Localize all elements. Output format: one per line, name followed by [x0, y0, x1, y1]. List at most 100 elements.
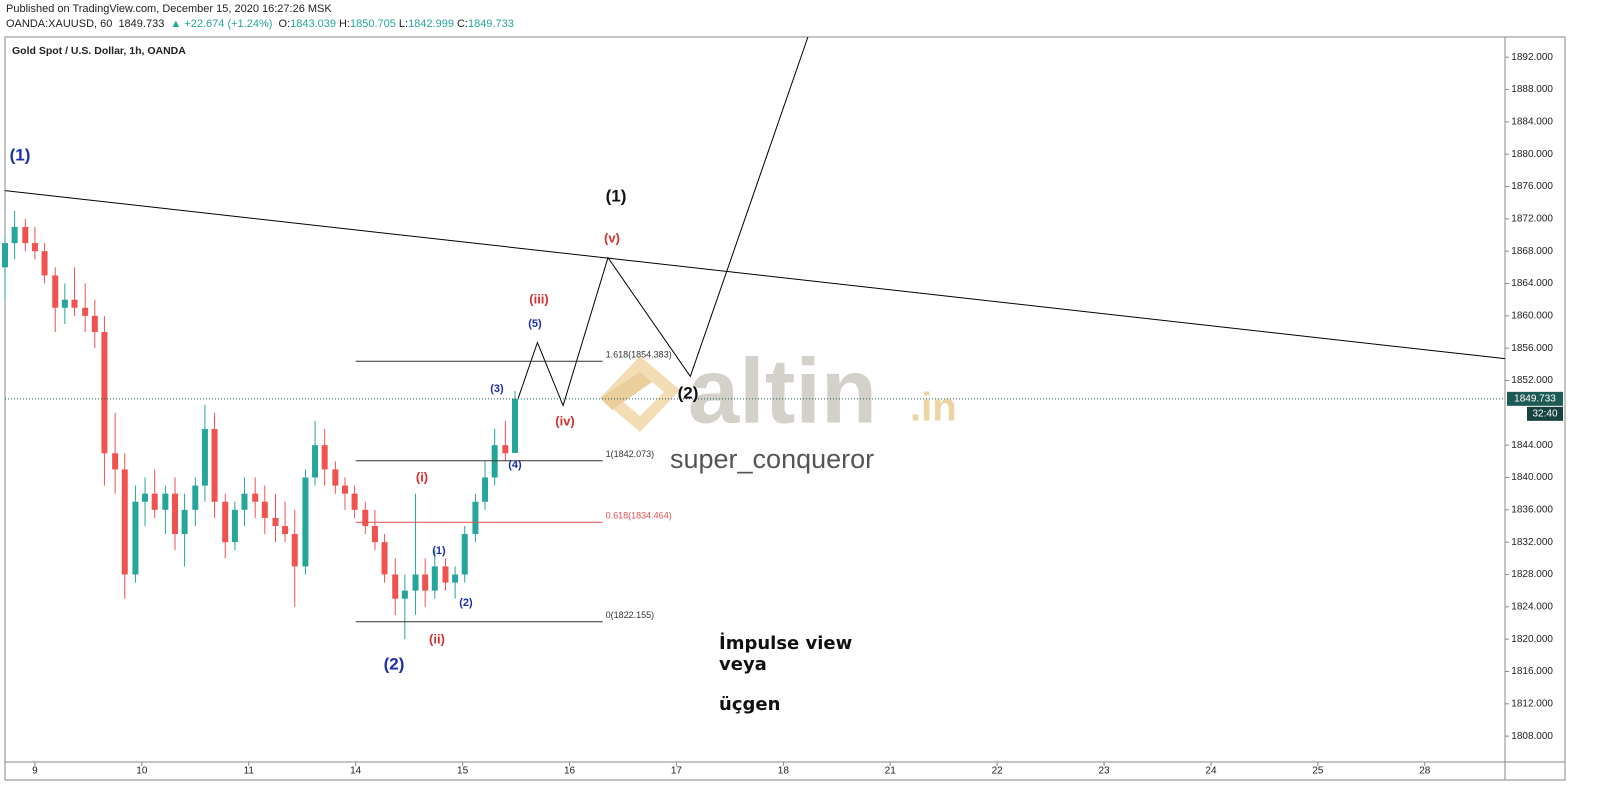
y-tick-label: 1856.000 [1511, 343, 1553, 354]
candle-body [22, 226, 29, 244]
candle-body [412, 574, 419, 591]
wave-label: (iv) [555, 413, 575, 428]
candle-body [162, 493, 169, 510]
candle-body [442, 566, 449, 583]
wave-label: (1) [606, 186, 627, 205]
candle-body [222, 501, 229, 543]
candle-body [252, 493, 259, 502]
x-tick-label: 28 [1419, 766, 1431, 777]
watermark-author: super_conqueror [670, 444, 874, 474]
candle-body [132, 501, 139, 575]
fib-label: 1(1842.073) [606, 449, 655, 459]
candle-body [192, 485, 199, 510]
candle-body [261, 501, 268, 518]
wave-label: (2) [384, 654, 405, 673]
y-tick-label: 1824.000 [1511, 601, 1553, 612]
candle-body [291, 534, 298, 567]
candle-body [452, 574, 459, 583]
candle-body [431, 566, 438, 591]
x-tick-label: 21 [885, 766, 897, 777]
y-tick-label: 1828.000 [1511, 569, 1553, 580]
x-tick-label: 15 [457, 766, 469, 777]
note-line: üçgen [719, 694, 780, 715]
candle-body [472, 501, 479, 535]
logo-arrow [600, 372, 652, 410]
x-tick-label: 25 [1312, 766, 1324, 777]
y-tick-label: 1872.000 [1511, 213, 1553, 224]
candle-body [2, 243, 8, 268]
y-tick-label: 1868.000 [1511, 246, 1553, 257]
candle-body [511, 398, 518, 453]
candle-body [321, 445, 328, 470]
candle-body [112, 453, 119, 470]
candle-body [302, 477, 309, 567]
candle-body [142, 493, 149, 502]
price-tag [1507, 391, 1563, 406]
wave-label: (4) [508, 459, 522, 471]
candle-body [231, 509, 238, 543]
y-tick-label: 1860.000 [1511, 310, 1553, 321]
ohlc: O:1843.039 H:1850.705 L:1842.999 C:1849.733 [278, 18, 516, 30]
symbol: OANDA:XAUUSD, 60 [6, 18, 113, 30]
y-tick-label: 1892.000 [1511, 52, 1553, 63]
candle-body [362, 509, 369, 526]
candle-body [82, 307, 89, 316]
ohlc-key: C: [456, 18, 468, 30]
x-tick-label: 14 [350, 766, 362, 777]
candle-body [91, 315, 98, 333]
candle-body [171, 493, 178, 535]
fib-label: 0(1822.155) [606, 610, 655, 620]
candle-body [422, 574, 429, 591]
candle-body [312, 445, 319, 478]
wave-label: (5) [528, 318, 542, 330]
y-tick-label: 1884.000 [1511, 117, 1553, 128]
note: İmpulse view veya üçgen [719, 632, 852, 715]
ohlc-value: 1849.733 [467, 18, 514, 30]
candle-body [482, 477, 489, 502]
y-tick-label: 1880.000 [1511, 149, 1553, 160]
candle-body [392, 574, 399, 599]
chart-frame [4, 36, 1566, 781]
candle-body [282, 525, 289, 535]
wave-label: (1) [432, 545, 446, 557]
wave-label: (3) [490, 383, 504, 395]
candle-body [502, 445, 509, 454]
ohlc-key: O: [278, 18, 291, 30]
watermark-logo [600, 356, 680, 432]
candle-body [341, 485, 348, 494]
candle-body [241, 493, 248, 510]
ohlc-key: L: [398, 18, 409, 30]
candle-body [151, 493, 158, 510]
countdown-tag [1527, 406, 1563, 421]
x-tick-label: 18 [778, 766, 790, 777]
wave-label: (2) [459, 597, 473, 609]
x-tick-label: 11 [244, 766, 255, 777]
note-line: İmpulse view [719, 632, 852, 654]
fib-label: 0.618(1834.464) [606, 511, 672, 521]
candle-body [11, 226, 18, 244]
ohlc-value: 1843.039 [290, 18, 336, 30]
header: Published on TradingView.com, December 1… [6, 2, 520, 32]
x-tick-label: 24 [1205, 766, 1217, 777]
countdown-label: 32:40 [1532, 408, 1557, 419]
logo-cutout [616, 372, 664, 416]
candle-body [201, 429, 208, 486]
candle-body [401, 590, 408, 599]
x-tick-label: 16 [564, 766, 576, 777]
wave-label: (iii) [529, 291, 549, 306]
y-tick-label: 1836.000 [1511, 504, 1553, 515]
y-tick-label: 1808.000 [1511, 731, 1553, 742]
watermark-brand: altin [688, 340, 877, 442]
candle-body [121, 469, 128, 575]
x-tick-label: 10 [136, 766, 148, 777]
plot-area [2, 210, 518, 640]
y-tick-label: 1844.000 [1511, 440, 1553, 451]
y-tick-label: 1888.000 [1511, 84, 1553, 95]
candle-body [461, 534, 468, 575]
y-tick-label: 1852.000 [1511, 375, 1553, 386]
chart-title: Gold Spot / U.S. Dollar, 1h, OANDA [12, 45, 186, 57]
candle-body [52, 275, 59, 308]
x-tick-label: 9 [32, 766, 38, 777]
candle-body [41, 251, 48, 276]
